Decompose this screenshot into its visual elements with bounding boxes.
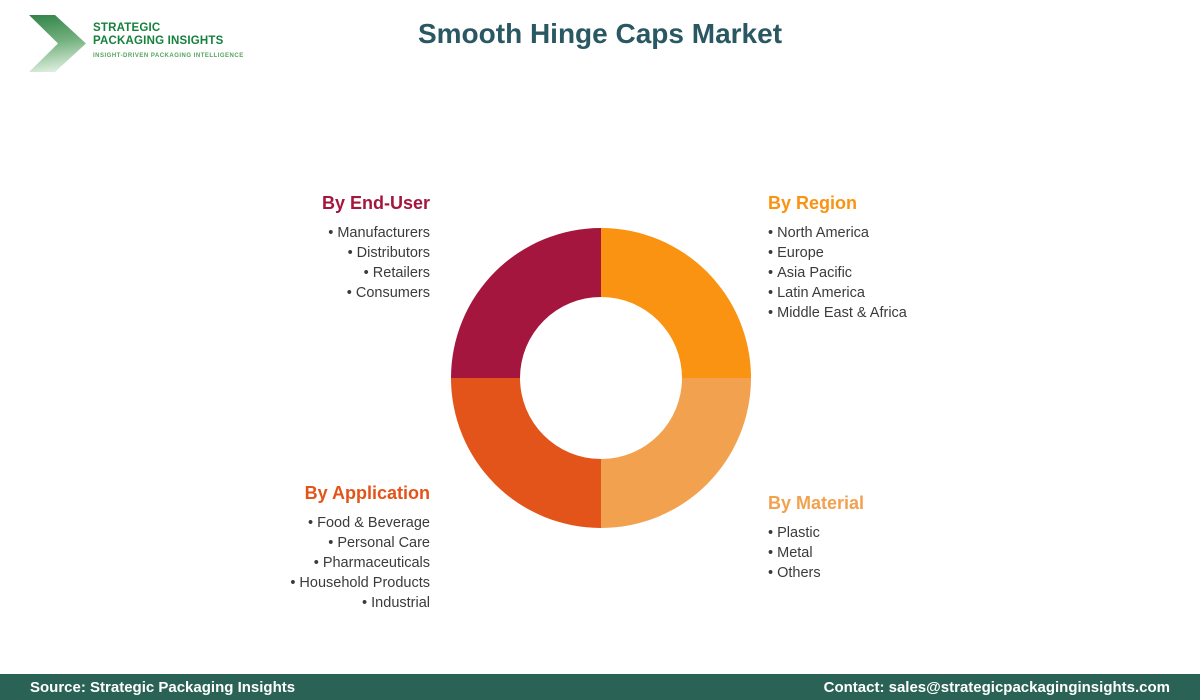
list-item: Plastic bbox=[768, 523, 864, 543]
list-item: Retailers bbox=[322, 263, 430, 283]
list-item: Food & Beverage bbox=[290, 513, 430, 533]
list-item: Latin America bbox=[768, 283, 907, 303]
donut-segment-application bbox=[451, 378, 601, 528]
list-item: Distributors bbox=[322, 243, 430, 263]
donut-segment-material bbox=[601, 378, 751, 528]
footer-source: Source: Strategic Packaging Insights bbox=[30, 678, 296, 696]
logo: STRATEGIC PACKAGING INSIGHTS INSIGHT-DRI… bbox=[29, 15, 244, 72]
donut-segment-end-user bbox=[451, 228, 601, 378]
list-item: Metal bbox=[768, 543, 864, 563]
logo-tagline: INSIGHT-DRIVEN PACKAGING INTELLIGENCE bbox=[93, 53, 244, 59]
list-item: Europe bbox=[768, 243, 907, 263]
section-by-region: By Region North America Europe Asia Paci… bbox=[768, 192, 907, 323]
logo-name-line2: PACKAGING INSIGHTS bbox=[93, 35, 224, 47]
list-item: North America bbox=[768, 223, 907, 243]
footer-bar: Source: Strategic Packaging Insights Con… bbox=[0, 674, 1200, 700]
logo-text: STRATEGIC PACKAGING INSIGHTS INSIGHT-DRI… bbox=[93, 15, 244, 59]
list-item: Industrial bbox=[290, 593, 430, 613]
section-by-application: By Application Food & Beverage Personal … bbox=[290, 482, 430, 613]
list-item: Personal Care bbox=[290, 533, 430, 553]
list-item: Pharmaceuticals bbox=[290, 553, 430, 573]
donut-chart bbox=[451, 228, 751, 528]
section-heading-end-user: By End-User bbox=[321, 193, 430, 213]
section-heading-material: By Material bbox=[768, 493, 865, 513]
list-item: Asia Pacific bbox=[768, 263, 907, 283]
list-item: Others bbox=[768, 563, 864, 583]
donut-segment-region bbox=[601, 228, 751, 378]
list-item: Consumers bbox=[322, 283, 430, 303]
page-title: Smooth Hinge Caps Market bbox=[417, 18, 783, 49]
section-by-material: By Material Plastic Metal Others bbox=[768, 492, 864, 583]
section-heading-application: By Application bbox=[304, 483, 430, 503]
logo-chevron-icon bbox=[29, 15, 86, 72]
list-item: Manufacturers bbox=[322, 223, 430, 243]
list-item: Middle East & Africa bbox=[768, 303, 907, 323]
list-item: Household Products bbox=[290, 573, 430, 593]
footer-contact: Contact: sales@strategicpackaginginsight… bbox=[823, 678, 1170, 696]
section-by-end-user: By End-User Manufacturers Distributors R… bbox=[322, 192, 430, 303]
logo-name-line1: STRATEGIC bbox=[93, 22, 161, 34]
section-heading-region: By Region bbox=[768, 193, 858, 213]
